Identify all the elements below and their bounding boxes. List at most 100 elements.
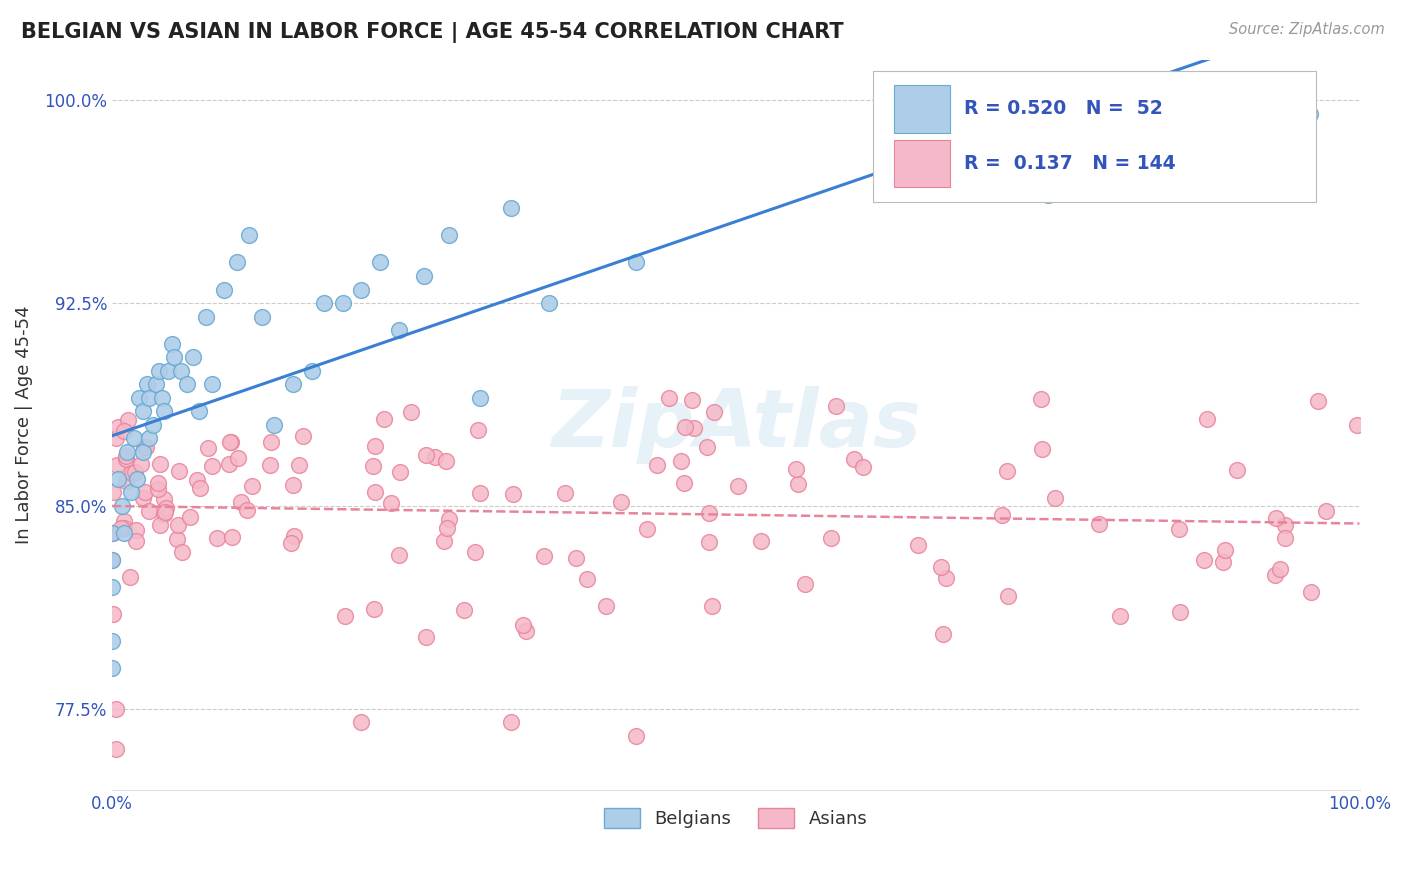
Point: [201, 458, 224, 473]
Point: [149, 457, 172, 471]
Point: [149, 517, 172, 532]
Point: [595, 599, 617, 614]
Point: [117, 413, 139, 427]
Point: [132, 445, 155, 459]
Point: [794, 577, 817, 591]
Point: [373, 411, 395, 425]
Point: [115, 445, 138, 459]
Point: [1031, 442, 1053, 456]
FancyBboxPatch shape: [873, 70, 1316, 202]
Point: [1274, 531, 1296, 545]
Point: [105, 702, 128, 716]
Point: [1192, 553, 1215, 567]
Point: [219, 435, 242, 450]
Point: [135, 377, 157, 392]
Point: [350, 283, 373, 297]
Point: [101, 553, 124, 567]
Point: [101, 661, 124, 675]
Point: [565, 551, 588, 566]
Point: [166, 533, 188, 547]
Point: [1274, 518, 1296, 533]
Point: [101, 607, 124, 621]
Point: [101, 580, 124, 594]
Point: [212, 283, 235, 297]
Point: [172, 545, 194, 559]
Point: [167, 464, 190, 478]
Point: [787, 477, 810, 491]
Point: [1213, 543, 1236, 558]
Point: [221, 434, 243, 449]
Point: [673, 419, 696, 434]
Point: [114, 525, 136, 540]
Point: [1308, 394, 1330, 409]
Point: [749, 534, 772, 549]
Point: [150, 391, 173, 405]
Point: [148, 482, 170, 496]
Point: [388, 548, 411, 562]
Point: [364, 485, 387, 500]
Point: [101, 525, 124, 540]
Point: [727, 479, 749, 493]
Text: BELGIAN VS ASIAN IN LABOR FORCE | AGE 45-54 CORRELATION CHART: BELGIAN VS ASIAN IN LABOR FORCE | AGE 45…: [21, 22, 844, 44]
Point: [368, 255, 391, 269]
Point: [468, 391, 491, 405]
Point: [681, 392, 703, 407]
Point: [188, 481, 211, 495]
Point: [1195, 412, 1218, 426]
Point: [1298, 106, 1320, 120]
Point: [205, 532, 228, 546]
Point: [148, 364, 170, 378]
Point: [997, 589, 1019, 603]
Point: [363, 601, 385, 615]
Point: [124, 523, 146, 537]
Point: [152, 507, 174, 521]
Point: [138, 504, 160, 518]
Point: [114, 449, 136, 463]
Point: [501, 202, 523, 216]
Point: [176, 377, 198, 392]
Point: [468, 485, 491, 500]
Point: [153, 404, 176, 418]
Point: [672, 475, 695, 490]
Point: [434, 453, 457, 467]
Point: [115, 474, 138, 488]
Point: [160, 336, 183, 351]
Point: [129, 457, 152, 471]
Point: [1045, 491, 1067, 506]
Point: [537, 296, 560, 310]
Point: [188, 404, 211, 418]
Point: [696, 440, 718, 454]
Point: [364, 439, 387, 453]
Point: [554, 485, 576, 500]
Point: [281, 478, 304, 492]
Point: [1212, 555, 1234, 569]
Point: [155, 500, 177, 515]
Point: [259, 458, 281, 472]
Point: [929, 559, 952, 574]
Point: [112, 521, 135, 535]
Point: [120, 570, 142, 584]
Point: [301, 364, 323, 378]
Point: [121, 466, 143, 480]
Point: [512, 618, 534, 632]
Point: [1226, 463, 1249, 477]
Point: [152, 492, 174, 507]
Point: [703, 405, 725, 419]
Point: [181, 350, 204, 364]
Point: [125, 472, 148, 486]
Point: [291, 429, 314, 443]
Point: [1036, 187, 1059, 202]
Point: [112, 515, 135, 529]
Point: [699, 534, 721, 549]
Point: [991, 508, 1014, 523]
Point: [332, 296, 354, 310]
Point: [533, 549, 555, 564]
Point: [1315, 504, 1337, 518]
Point: [399, 405, 422, 419]
Point: [658, 392, 681, 406]
Point: [388, 323, 411, 337]
Point: [932, 627, 955, 641]
Point: [1346, 417, 1368, 432]
Point: [146, 475, 169, 490]
Bar: [894, 140, 950, 187]
